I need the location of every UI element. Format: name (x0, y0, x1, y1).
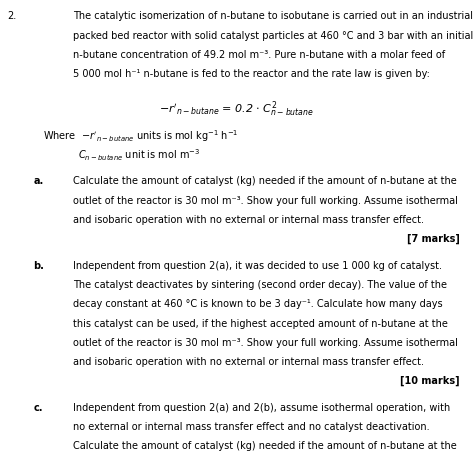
Text: c.: c. (33, 403, 43, 413)
Text: Independent from question 2(a), it was decided to use 1 000 kg of catalyst.: Independent from question 2(a), it was d… (73, 261, 442, 271)
Text: no external or internal mass transfer effect and no catalyst deactivation.: no external or internal mass transfer ef… (73, 422, 430, 432)
Text: this catalyst can be used, if the highest accepted amount of n-butane at the: this catalyst can be used, if the highes… (73, 319, 448, 329)
Text: Calculate the amount of catalyst (kg) needed if the amount of n-butane at the: Calculate the amount of catalyst (kg) ne… (73, 441, 457, 452)
Text: a.: a. (33, 176, 44, 186)
Text: outlet of the reactor is 30 mol m⁻³. Show your full working. Assume isothermal: outlet of the reactor is 30 mol m⁻³. Sho… (73, 196, 458, 206)
Text: b.: b. (33, 261, 44, 271)
Text: Where  $-r'_{n-butane}$ units is mol kg$^{-1}$ h$^{-1}$: Where $-r'_{n-butane}$ units is mol kg$^… (43, 128, 238, 144)
Text: n-butane concentration of 49.2 mol m⁻³. Pure n-butane with a molar feed of: n-butane concentration of 49.2 mol m⁻³. … (73, 50, 446, 60)
Text: 5 000 mol h⁻¹ n-butane is fed to the reactor and the rate law is given by:: 5 000 mol h⁻¹ n-butane is fed to the rea… (73, 69, 430, 79)
Text: outlet of the reactor is 30 mol m⁻³. Show your full working. Assume isothermal: outlet of the reactor is 30 mol m⁻³. Sho… (73, 338, 458, 348)
Text: packed bed reactor with solid catalyst particles at 460 °C and 3 bar with an ini: packed bed reactor with solid catalyst p… (73, 31, 474, 41)
Text: [7 marks]: [7 marks] (407, 234, 460, 244)
Text: 2.: 2. (7, 11, 17, 21)
Text: decay constant at 460 °C is known to be 3 day⁻¹. Calculate how many days: decay constant at 460 °C is known to be … (73, 299, 443, 309)
Text: The catalytic isomerization of n-butane to isobutane is carried out in an indust: The catalytic isomerization of n-butane … (73, 11, 474, 21)
Text: and isobaric operation with no external or internal mass transfer effect.: and isobaric operation with no external … (73, 215, 425, 225)
Text: [10 marks]: [10 marks] (400, 376, 460, 386)
Text: Calculate the amount of catalyst (kg) needed if the amount of n-butane at the: Calculate the amount of catalyst (kg) ne… (73, 176, 457, 186)
Text: $C_{n-butane}$ unit is mol m$^{-3}$: $C_{n-butane}$ unit is mol m$^{-3}$ (78, 148, 201, 163)
Text: $-r'_{n-butane}$ = 0.2 $\cdot$ $C^2_{n-butane}$: $-r'_{n-butane}$ = 0.2 $\cdot$ $C^2_{n-b… (159, 100, 315, 119)
Text: Independent from question 2(a) and 2(b), assume isothermal operation, with: Independent from question 2(a) and 2(b),… (73, 403, 451, 413)
Text: The catalyst deactivates by sintering (second order decay). The value of the: The catalyst deactivates by sintering (s… (73, 280, 447, 290)
Text: and isobaric operation with no external or internal mass transfer effect.: and isobaric operation with no external … (73, 357, 425, 367)
